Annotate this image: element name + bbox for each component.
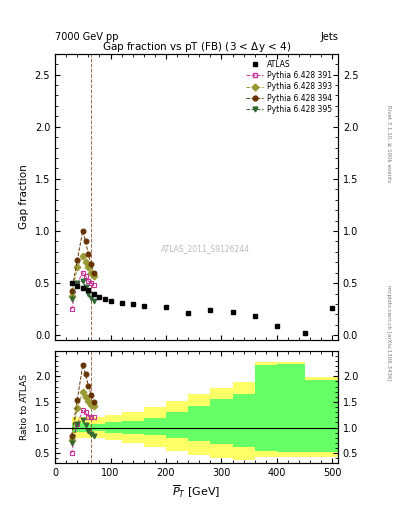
Text: Jets: Jets (320, 32, 338, 42)
Text: mcplots.cern.ch [arXiv:1306.3436]: mcplots.cern.ch [arXiv:1306.3436] (386, 285, 391, 380)
Text: 7000 GeV pp: 7000 GeV pp (55, 32, 119, 42)
Title: Gap fraction vs pT (FB) (3 < $\Delta$y < 4): Gap fraction vs pT (FB) (3 < $\Delta$y <… (102, 39, 291, 54)
Legend: ATLAS, Pythia 6.428 391, Pythia 6.428 393, Pythia 6.428 394, Pythia 6.428 395: ATLAS, Pythia 6.428 391, Pythia 6.428 39… (244, 57, 334, 116)
Text: Rivet 3.1.10, ≥ 100k events: Rivet 3.1.10, ≥ 100k events (386, 105, 391, 182)
Y-axis label: Ratio to ATLAS: Ratio to ATLAS (20, 374, 29, 440)
Y-axis label: Gap fraction: Gap fraction (19, 165, 29, 229)
Text: ATLAS_2011_S9126244: ATLAS_2011_S9126244 (160, 244, 250, 253)
X-axis label: $\overline{P}_T$ [GeV]: $\overline{P}_T$ [GeV] (173, 484, 220, 500)
